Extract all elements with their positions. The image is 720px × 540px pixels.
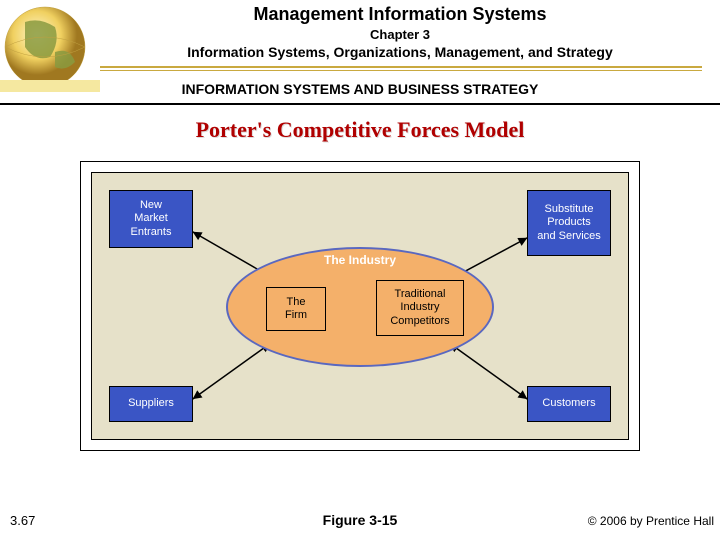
box-competitors: TraditionalIndustryCompetitors <box>376 280 464 336</box>
divider-gold <box>100 66 702 68</box>
box-firm: TheFirm <box>266 287 326 331</box>
box-label: SubstituteProductsand Services <box>537 203 601 243</box>
box-label: Suppliers <box>128 397 174 410</box>
chapter-subtitle: Information Systems, Organizations, Mana… <box>100 44 700 60</box>
divider-black <box>0 103 720 105</box>
diagram-container: The Industry NewMarketEntrants Substitut… <box>80 161 640 451</box>
globe-icon <box>0 2 100 92</box>
box-label: Customers <box>542 397 595 410</box>
main-title: Management Information Systems <box>100 4 700 25</box>
industry-label: The Industry <box>228 253 492 267</box>
divider-gold-thin <box>100 70 702 71</box>
copyright-text: © 2006 by Prentice Hall <box>588 514 714 528</box>
box-label: TheFirm <box>285 296 307 322</box>
section-heading: INFORMATION SYSTEMS AND BUSINESS STRATEG… <box>0 81 720 97</box>
box-suppliers: Suppliers <box>109 386 193 422</box>
box-label: TraditionalIndustryCompetitors <box>390 288 449 328</box>
chapter-label: Chapter 3 <box>100 27 700 42</box>
header-block: Management Information Systems Chapter 3… <box>0 0 720 105</box>
slide-title: Porter's Competitive Forces Model <box>0 117 720 143</box>
box-customers: Customers <box>527 386 611 422</box>
box-label: NewMarketEntrants <box>131 199 172 239</box>
box-substitutes: SubstituteProductsand Services <box>527 190 611 256</box>
box-new-entrants: NewMarketEntrants <box>109 190 193 248</box>
